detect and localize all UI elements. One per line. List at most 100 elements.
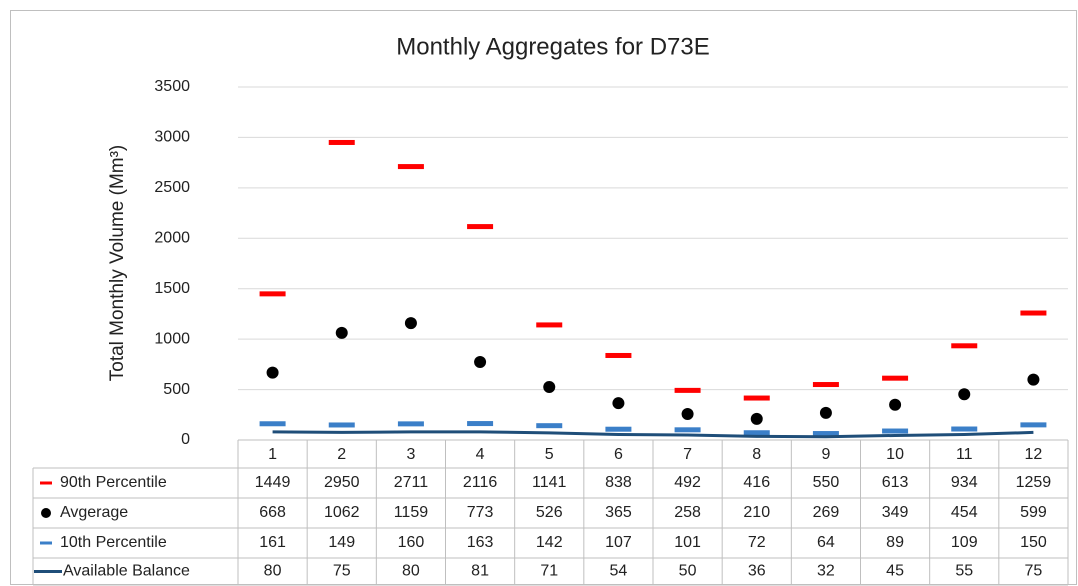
marker-dot	[474, 356, 487, 369]
marker-dot	[543, 380, 556, 393]
table-cell: 269	[813, 504, 840, 521]
marker-dash	[882, 375, 909, 381]
table-cell: 161	[259, 534, 286, 551]
chart-title: Monthly Aggregates for D73E	[396, 33, 710, 60]
table-cell: 160	[398, 534, 425, 551]
x-tick-label: 11	[956, 446, 973, 463]
y-tick-label: 3000	[154, 129, 190, 146]
table-cell: 163	[467, 534, 494, 551]
table-cell: 365	[605, 504, 632, 521]
marker-dash	[467, 421, 494, 427]
table-cell: 149	[328, 534, 355, 551]
legend-label: Available Balance	[63, 563, 190, 580]
table-cell: 349	[882, 504, 909, 521]
x-tick-label: 10	[886, 446, 904, 463]
y-tick-label: 1500	[154, 280, 190, 297]
x-tick-label: 2	[337, 446, 346, 463]
line	[272, 430, 1034, 439]
table-cell: 2950	[324, 474, 360, 491]
marker-dash	[397, 164, 424, 170]
marker-dash	[812, 382, 839, 388]
table-cell: 550	[813, 474, 840, 491]
marker-dash	[812, 431, 839, 437]
table-cell: 89	[886, 534, 904, 551]
x-tick-label: 1	[268, 446, 277, 463]
table-cell: 258	[674, 504, 701, 521]
table-cell: 210	[743, 504, 770, 521]
table-cell: 80	[264, 563, 282, 580]
x-tick-label: 8	[752, 446, 761, 463]
marker-dash	[1020, 310, 1047, 316]
table-cell: 1159	[394, 504, 429, 521]
y-tick-label: 500	[163, 381, 190, 398]
table-cell: 72	[748, 534, 766, 551]
marker-dash	[397, 421, 424, 427]
table-cell: 109	[951, 534, 978, 551]
table-cell: 599	[1020, 504, 1047, 521]
marker-dot	[958, 388, 971, 401]
marker-dash	[605, 426, 632, 432]
table-cell: 492	[674, 474, 701, 491]
marker-dash	[328, 139, 355, 145]
marker-dash	[467, 224, 494, 230]
legend-key	[41, 508, 51, 518]
y-tick-label: 2500	[154, 179, 190, 196]
table-cell: 526	[536, 504, 563, 521]
marker-dot	[404, 317, 417, 330]
x-tick-label: 4	[476, 446, 485, 463]
table-cell: 36	[748, 563, 766, 580]
y-tick-label: 3500	[154, 78, 190, 95]
table-cell: 668	[259, 504, 286, 521]
table-cell: 107	[605, 534, 632, 551]
x-tick-label: 3	[406, 446, 415, 463]
y-axis-label: Total Monthly Volume (Mm³)	[107, 145, 128, 382]
marker-dash	[674, 427, 701, 433]
table-cell: 1062	[324, 504, 360, 521]
marker-dot	[889, 398, 902, 411]
x-tick-label: 12	[1025, 446, 1043, 463]
table-cell: 75	[333, 563, 351, 580]
table-cell: 1449	[255, 474, 291, 491]
marker-dash	[743, 430, 770, 436]
marker-dash	[882, 428, 909, 434]
x-tick-label: 5	[545, 446, 554, 463]
marker-dash	[951, 426, 978, 432]
marker-dot	[681, 407, 694, 420]
table-cell: 613	[882, 474, 909, 491]
table-cell: 64	[817, 534, 835, 551]
table-cell: 773	[467, 504, 494, 521]
legend-label: 10th Percentile	[60, 534, 167, 551]
table-cell: 454	[951, 504, 978, 521]
table-cell: 934	[951, 474, 978, 491]
marker-dot	[612, 397, 625, 410]
marker-dash	[605, 352, 632, 358]
table-cell: 150	[1020, 534, 1047, 551]
chart-border	[10, 10, 1077, 585]
y-tick-label: 2000	[154, 230, 190, 247]
table-cell: 1259	[1016, 474, 1052, 491]
table-cell: 32	[817, 563, 835, 580]
marker-dot	[335, 326, 348, 339]
table-cell: 50	[679, 563, 697, 580]
x-tick-label: 6	[614, 446, 623, 463]
legend-key	[40, 481, 52, 485]
marker-dash	[743, 395, 770, 401]
y-tick-label: 1000	[154, 330, 190, 347]
legend-key	[40, 541, 52, 545]
marker-dash	[328, 422, 355, 428]
table-cell: 54	[610, 563, 628, 580]
marker-dash	[536, 423, 563, 429]
marker-dash	[1020, 422, 1047, 428]
x-tick-label: 7	[683, 446, 692, 463]
marker-dot	[819, 406, 832, 419]
table-cell: 55	[955, 563, 973, 580]
marker-dash	[951, 343, 978, 349]
x-tick-label: 9	[821, 446, 830, 463]
marker-dash	[536, 322, 563, 328]
marker-dash	[674, 387, 701, 393]
table-cell: 75	[1025, 563, 1043, 580]
table-cell: 80	[402, 563, 420, 580]
table-cell: 1141	[532, 474, 567, 491]
marker-dot	[1027, 373, 1040, 386]
